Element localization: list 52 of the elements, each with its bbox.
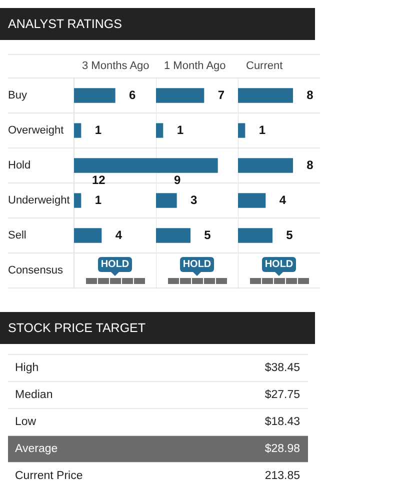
bar bbox=[74, 88, 116, 103]
bar bbox=[156, 228, 190, 243]
text: $38.45 bbox=[264, 361, 300, 376]
bar bbox=[156, 123, 164, 138]
y-tick-label: Buy bbox=[8, 90, 28, 102]
bar bbox=[238, 228, 272, 243]
chart-title: 1 Month Ago bbox=[164, 59, 226, 74]
chart-subtitle: 3 Months Ago bbox=[82, 59, 150, 74]
data-label: 5 bbox=[286, 228, 294, 242]
bar bbox=[74, 123, 82, 138]
data-label: 6 bbox=[129, 88, 136, 102]
chart-title: ANALYST RATINGS bbox=[8, 16, 122, 33]
text: Current Price bbox=[15, 469, 83, 484]
text: $27.75 bbox=[264, 388, 300, 403]
bar bbox=[238, 123, 246, 138]
data-label: 8 bbox=[306, 158, 314, 172]
data-label: 5 bbox=[204, 228, 212, 242]
y-tick-label: Consensus bbox=[8, 264, 64, 277]
text: High bbox=[15, 361, 39, 376]
text: STOCK PRICE TARGET bbox=[8, 320, 146, 337]
bar bbox=[74, 228, 102, 243]
text: $28.98 bbox=[264, 442, 300, 457]
data-label: 9 bbox=[174, 172, 181, 187]
data-label: 7 bbox=[218, 88, 225, 102]
bar bbox=[238, 88, 293, 103]
text: 213.85 bbox=[264, 469, 300, 484]
text: Average bbox=[15, 442, 58, 457]
annotation: HOLD bbox=[100, 256, 130, 272]
annotation: HOLD bbox=[264, 256, 294, 272]
data-label: 1 bbox=[94, 122, 102, 137]
text: Median bbox=[15, 388, 53, 403]
bar bbox=[74, 193, 82, 208]
data-label: 12 bbox=[92, 172, 106, 187]
data-label: 8 bbox=[306, 88, 314, 102]
y-tick-label: Underweight bbox=[8, 194, 70, 207]
data-label: 1 bbox=[258, 122, 266, 137]
bar bbox=[238, 158, 293, 173]
bar bbox=[156, 193, 177, 208]
text: $18.43 bbox=[264, 415, 300, 430]
annotation: HOLD bbox=[182, 256, 212, 272]
bar bbox=[156, 88, 204, 103]
data-label: 4 bbox=[279, 192, 286, 207]
data-label: 3 bbox=[190, 192, 198, 207]
bar bbox=[238, 193, 266, 208]
y-tick-label: Sell bbox=[8, 230, 26, 242]
chart-title: Current bbox=[246, 59, 283, 74]
text: Low bbox=[15, 415, 36, 430]
data-label: 1 bbox=[176, 122, 184, 137]
y-tick-label: Overweight bbox=[8, 124, 64, 137]
data-label: 1 bbox=[94, 192, 102, 207]
y-tick-label: Hold bbox=[8, 160, 31, 172]
data-label: 4 bbox=[115, 228, 122, 242]
